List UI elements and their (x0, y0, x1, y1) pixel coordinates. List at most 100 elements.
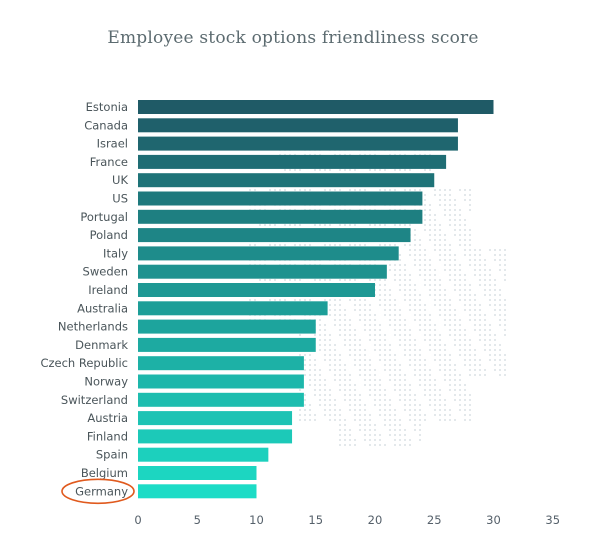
map-dot (449, 249, 451, 251)
map-dot (404, 289, 406, 291)
map-dot (359, 189, 361, 191)
map-dot (344, 419, 346, 421)
map-dot (424, 329, 426, 331)
bar-netherlands (138, 319, 316, 334)
map-dot (309, 374, 311, 376)
map-dot (434, 294, 436, 296)
map-dot (464, 384, 466, 386)
map-dot (449, 309, 451, 311)
map-dot (349, 394, 351, 396)
map-dot (319, 369, 321, 371)
map-dot (339, 429, 341, 431)
bar-uk (138, 173, 435, 188)
map-dot (474, 324, 476, 326)
map-dot (339, 299, 341, 301)
map-dot (464, 389, 466, 391)
map-dot (384, 169, 386, 171)
map-dot (499, 369, 501, 371)
map-dot (394, 279, 396, 281)
map-dot (444, 264, 446, 266)
chart-title: Employee stock options friendliness scor… (107, 28, 479, 48)
map-dot (499, 359, 501, 361)
map-dot (394, 379, 396, 381)
map-dot (284, 279, 286, 281)
map-dot (424, 414, 426, 416)
map-dot (464, 239, 466, 241)
map-dot (434, 229, 436, 231)
map-dot (424, 309, 426, 311)
map-dot (379, 329, 381, 331)
map-dot (284, 299, 286, 301)
map-dot (444, 204, 446, 206)
map-dot (389, 314, 391, 316)
map-dot (414, 254, 416, 256)
map-dot (464, 419, 466, 421)
map-dot (319, 279, 321, 281)
map-dot (379, 444, 381, 446)
map-dot (369, 369, 371, 371)
map-dot (394, 364, 396, 366)
map-dot (409, 359, 411, 361)
map-dot (329, 169, 331, 171)
map-dot (469, 264, 471, 266)
map-dot (459, 384, 461, 386)
map-dot (449, 359, 451, 361)
map-dot (459, 379, 461, 381)
map-dot (339, 304, 341, 306)
map-dot (369, 439, 371, 441)
map-dot (479, 359, 481, 361)
map-dot (349, 434, 351, 436)
map-dot (369, 389, 371, 391)
map-dot (499, 269, 501, 271)
map-dot (439, 344, 441, 346)
map-dot (414, 359, 416, 361)
map-dot (334, 319, 336, 321)
map-dot (394, 224, 396, 226)
map-dot (459, 389, 461, 391)
map-dot (369, 414, 371, 416)
map-dot (409, 299, 411, 301)
map-dot (339, 169, 341, 171)
map-dot (364, 189, 366, 191)
map-dot (394, 369, 396, 371)
map-dot (359, 364, 361, 366)
map-dot (324, 224, 326, 226)
map-dot (474, 274, 476, 276)
map-dot (469, 319, 471, 321)
map-dot (449, 374, 451, 376)
map-dot (344, 319, 346, 321)
map-dot (504, 354, 506, 356)
map-dot (384, 284, 386, 286)
map-dot (284, 169, 286, 171)
map-dot (269, 299, 271, 301)
map-dot (464, 309, 466, 311)
map-dot (399, 439, 401, 441)
map-dot (444, 414, 446, 416)
category-label: Canada (84, 118, 128, 132)
map-dot (304, 394, 306, 396)
map-dot (429, 289, 431, 291)
map-dot (354, 364, 356, 366)
map-dot (444, 239, 446, 241)
map-dot (479, 329, 481, 331)
map-dot (474, 314, 476, 316)
map-dot (469, 234, 471, 236)
map-dot (459, 289, 461, 291)
map-dot (449, 219, 451, 221)
map-dot (404, 319, 406, 321)
map-dot (479, 374, 481, 376)
map-dot (414, 239, 416, 241)
map-dot (429, 284, 431, 286)
map-dot (414, 249, 416, 251)
map-dot (464, 344, 466, 346)
category-label: Israel (97, 137, 128, 151)
map-dot (374, 379, 376, 381)
map-dot (274, 299, 276, 301)
bar-belgium (138, 466, 257, 480)
bar-italy (138, 246, 399, 261)
map-dot (434, 189, 436, 191)
map-dot (349, 344, 351, 346)
map-dot (419, 409, 421, 411)
map-dot (384, 409, 386, 411)
map-dot (459, 344, 461, 346)
